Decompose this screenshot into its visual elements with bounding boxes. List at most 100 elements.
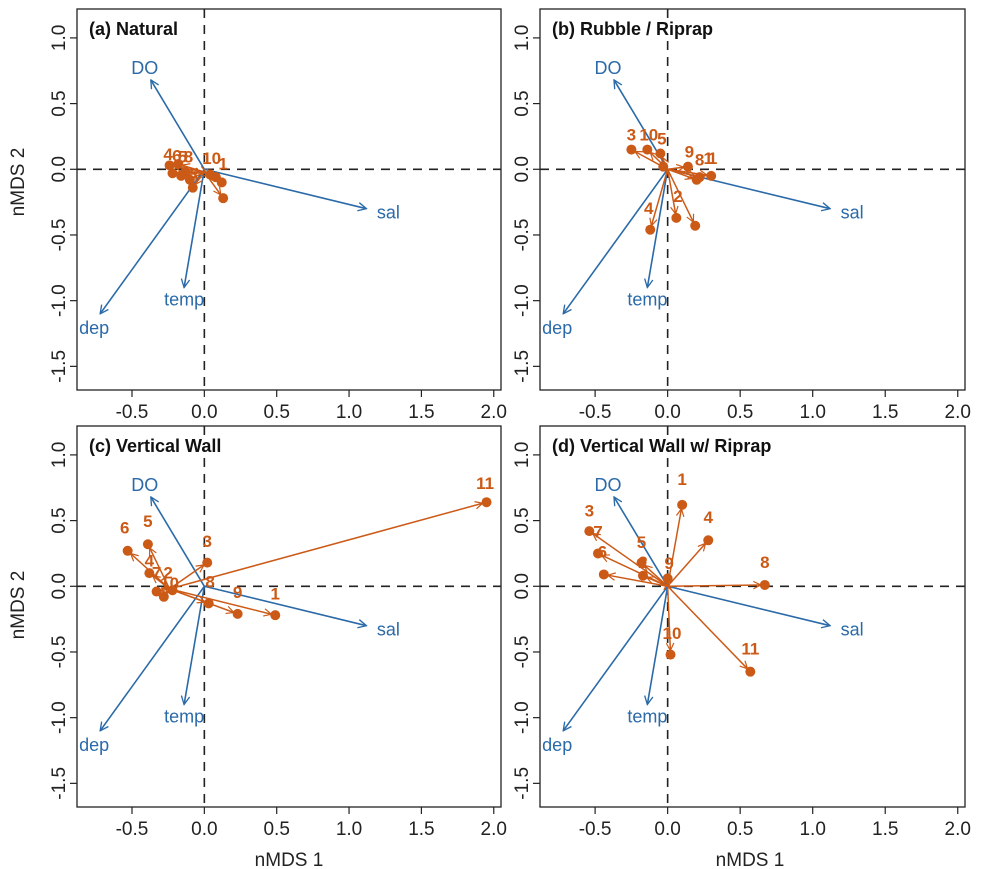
y-tick-label: 0.5 [512, 90, 533, 116]
y-tick-label: 0.0 [512, 156, 533, 182]
site-point-2 [671, 213, 681, 223]
site-label: 1 [708, 149, 717, 168]
vector-label-dep: dep [79, 318, 109, 338]
site-point-11 [745, 667, 755, 677]
site-point-6 [638, 571, 648, 581]
site-point-11 [482, 497, 492, 507]
y-tick-label: -0.5 [49, 636, 70, 669]
y-tick-label: -1.5 [49, 350, 70, 383]
vector-label-do: DO [594, 58, 621, 78]
y-tick-label: 1.0 [49, 442, 70, 468]
y-tick-label: 0.0 [49, 573, 70, 599]
panel-title: (b) Rubble / Riprap [552, 19, 713, 39]
site-label: 7 [593, 523, 602, 542]
site-point-3 [626, 145, 636, 155]
site-point-1 [270, 610, 280, 620]
y-tick-label: 0.0 [49, 156, 70, 182]
site-point-7 [692, 175, 702, 185]
panel-b: -0.5 0.0 0.5 1.0 1.5 2.0-1.5-1.0-0.50.00.51.0… [512, 9, 971, 423]
y-axis-label-bottom: nMDS 2 [8, 571, 29, 640]
site-arrow [668, 585, 761, 586]
site-label: 4 [704, 508, 714, 527]
site-point-4 [645, 225, 655, 235]
site-label: 1 [677, 470, 686, 489]
site-label: 5 [143, 512, 152, 531]
y-axis-label-top: nMDS 2 [8, 148, 29, 217]
site-label: 1 [271, 584, 280, 603]
x-tick-label: 0.5 [263, 819, 289, 840]
x-tick-label: -0.5 [116, 819, 149, 840]
x-axis-label-right: nMDS 1 [716, 850, 785, 869]
site-point-1 [217, 177, 227, 187]
site-label: 2 [638, 553, 647, 572]
x-tick-label: 0.5 [727, 402, 753, 423]
x-tick-label: 1.5 [408, 402, 434, 423]
y-tick-label: 0.5 [512, 507, 533, 533]
y-tick-label: 1.0 [512, 25, 533, 51]
x-tick-label: 1.5 [872, 402, 898, 423]
vector-temp [647, 586, 667, 704]
site-label: 9 [685, 142, 694, 161]
panel-d: -0.5 0.0 0.5 1.0 1.5 2.0 -1.5 -1.0 -0.5 0.0 0.5 1.0… [512, 426, 971, 840]
y-tick-label: -1.5 [49, 767, 70, 800]
site-label: 9 [664, 554, 673, 573]
site-point-11 [218, 193, 228, 203]
y-tick-label: 0.0 [512, 573, 533, 599]
vector-label-temp: temp [164, 707, 204, 727]
site-label: 5 [657, 129, 666, 148]
site-label: 3 [585, 502, 594, 521]
site-point-6 [658, 162, 668, 172]
y-tick-label: 0.5 [49, 507, 70, 533]
site-point-5 [655, 149, 665, 159]
x-tick-label: 1.0 [336, 402, 362, 423]
site-point-5 [168, 168, 178, 178]
site-point-4 [703, 535, 713, 545]
vector-temp [184, 586, 204, 704]
site-point-9 [663, 573, 673, 583]
site-point-8 [760, 580, 770, 590]
site-label: 5 [637, 533, 646, 552]
site-label: 6 [120, 519, 129, 538]
site-label: 10 [639, 125, 658, 144]
site-label: 10 [663, 624, 682, 643]
site-point-9 [233, 609, 243, 619]
site-label: 8 [205, 573, 214, 592]
site-label: 2 [673, 187, 682, 206]
site-point-10 [666, 650, 676, 660]
vector-label-do: DO [594, 475, 621, 495]
site-label: 11 [741, 640, 759, 659]
x-tick-label: 2.0 [481, 402, 507, 423]
site-arrow [170, 503, 483, 589]
site-arrow [170, 589, 272, 614]
x-tick-label: 2.0 [945, 402, 971, 423]
x-tick-label: -0.5 [579, 402, 612, 423]
site-point-8 [204, 598, 214, 608]
y-tick-label: -1.5 [512, 767, 533, 800]
x-tick-label: 2.0 [481, 819, 507, 840]
y-tick-label: -0.5 [512, 219, 533, 252]
x-tick-label: 1.5 [872, 819, 898, 840]
x-tick-label: 0.5 [263, 402, 289, 423]
y-tick-label: -1.0 [512, 701, 533, 734]
y-tick-label: -1.5 [512, 350, 533, 383]
site-label: 9 [233, 583, 242, 602]
y-tick-label: 1.0 [512, 442, 533, 468]
x-tick-label: 1.0 [336, 819, 362, 840]
site-point-10 [642, 145, 652, 155]
panel-a: -0.5 0.0 0.5 1.0 1.5 2.0-1.5-1.0-0.50.00.51.0… [49, 9, 507, 423]
site-point-11 [706, 171, 716, 181]
site-point-1 [677, 500, 687, 510]
y-tick-label: 1.0 [49, 25, 70, 51]
vector-label-sal: sal [841, 620, 864, 640]
x-tick-label: 0.0 [654, 402, 680, 423]
x-tick-label: 0.0 [654, 819, 680, 840]
y-tick-label: -0.5 [512, 636, 533, 669]
x-axis-label-left: nMDS 1 [255, 850, 324, 869]
site-point-9 [683, 162, 693, 172]
vector-label-sal: sal [377, 620, 400, 640]
vector-label-do: DO [131, 58, 158, 78]
x-tick-label: 1.0 [799, 819, 825, 840]
x-tick-label: -0.5 [579, 819, 612, 840]
site-label: 6 [598, 542, 607, 561]
